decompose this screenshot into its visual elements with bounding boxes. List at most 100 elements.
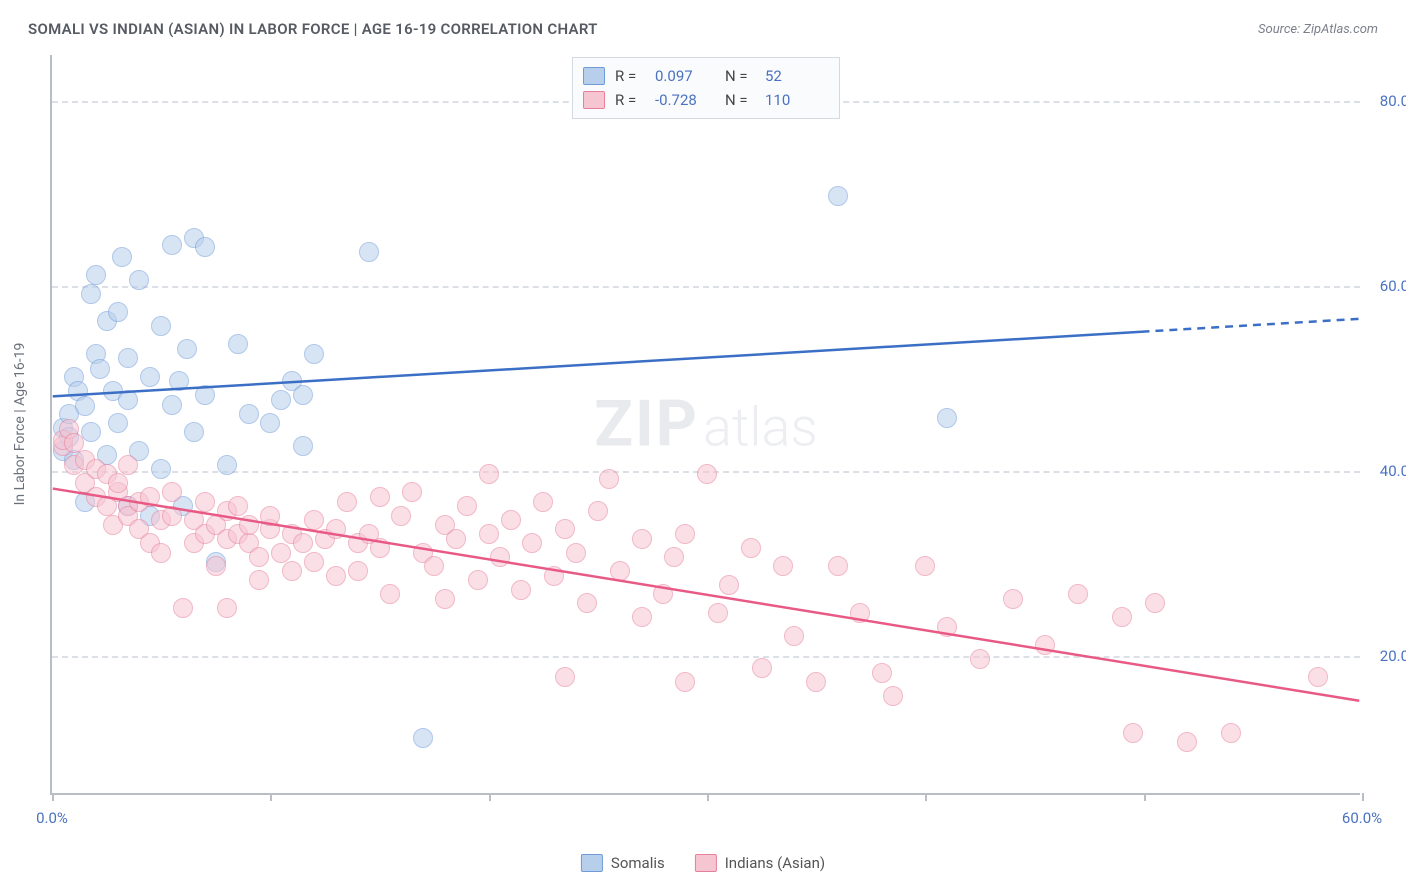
data-point: [588, 501, 608, 521]
data-point: [260, 506, 280, 526]
data-point: [337, 492, 357, 512]
y-tick-label: 20.0%: [1380, 647, 1406, 665]
r-label: R =: [615, 88, 645, 112]
data-point: [293, 385, 313, 405]
data-point: [1145, 593, 1165, 613]
correlation-row: R = -0.728 N = 110: [583, 88, 825, 112]
data-point: [468, 570, 488, 590]
data-point: [112, 247, 132, 267]
data-point: [1035, 635, 1055, 655]
x-tick-label: 60.0%: [1342, 809, 1382, 827]
n-label: N =: [725, 88, 755, 112]
data-point: [1177, 732, 1197, 752]
data-point: [413, 728, 433, 748]
data-point: [304, 510, 324, 530]
data-point: [162, 482, 182, 502]
data-point: [217, 455, 237, 475]
data-point: [752, 658, 772, 678]
data-point: [162, 395, 182, 415]
data-point: [151, 543, 171, 563]
data-point: [282, 561, 302, 581]
data-point: [86, 265, 106, 285]
data-point: [370, 487, 390, 507]
data-point: [719, 575, 739, 595]
data-point: [479, 464, 499, 484]
data-point: [828, 556, 848, 576]
x-tick: [1144, 793, 1146, 801]
data-point: [90, 359, 110, 379]
data-point: [501, 510, 521, 530]
data-point: [675, 524, 695, 544]
legend-label: Indians (Asian): [725, 854, 825, 872]
data-point: [784, 626, 804, 646]
data-point: [937, 408, 957, 428]
data-point: [632, 607, 652, 627]
data-point: [217, 598, 237, 618]
data-point: [140, 487, 160, 507]
data-point: [741, 538, 761, 558]
data-point: [1003, 589, 1023, 609]
data-point: [108, 413, 128, 433]
legend-swatch: [695, 854, 717, 872]
data-point: [1221, 723, 1241, 743]
data-point: [806, 672, 826, 692]
data-point: [828, 186, 848, 206]
data-point: [293, 533, 313, 553]
data-point: [206, 556, 226, 576]
data-point: [555, 519, 575, 539]
data-point: [653, 584, 673, 604]
data-point: [271, 543, 291, 563]
data-point: [479, 524, 499, 544]
data-point: [391, 506, 411, 526]
plot-area: In Labor Force | Age 16-19 ZIP atlas R =…: [50, 55, 1360, 795]
n-value: 52: [765, 64, 825, 88]
legend-swatch: [583, 91, 605, 109]
y-tick-label: 40.0%: [1380, 462, 1406, 480]
data-point: [195, 385, 215, 405]
data-point: [326, 566, 346, 586]
data-point: [271, 390, 291, 410]
data-point: [664, 547, 684, 567]
gridline: [52, 656, 1360, 658]
x-tick: [489, 793, 491, 801]
data-point: [75, 396, 95, 416]
data-point: [162, 506, 182, 526]
data-point: [239, 404, 259, 424]
n-label: N =: [725, 64, 755, 88]
y-tick-label: 60.0%: [1380, 277, 1406, 295]
data-point: [239, 515, 259, 535]
watermark: ZIP atlas: [594, 387, 818, 462]
data-point: [118, 390, 138, 410]
data-point: [162, 235, 182, 255]
data-point: [937, 617, 957, 637]
x-tick: [1362, 793, 1364, 801]
legend-item: Indians (Asian): [695, 854, 825, 872]
data-point: [599, 469, 619, 489]
x-tick-label: 0.0%: [36, 809, 68, 827]
data-point: [370, 538, 390, 558]
n-value: 110: [765, 88, 825, 112]
data-point: [1068, 584, 1088, 604]
x-tick: [52, 793, 54, 801]
data-point: [169, 371, 189, 391]
source-label: Source: ZipAtlas.com: [1258, 22, 1378, 37]
data-point: [249, 547, 269, 567]
data-point: [566, 543, 586, 563]
data-point: [970, 649, 990, 669]
correlation-legend: R =0.097N =52R =-0.728N =110: [572, 57, 840, 119]
r-value: -0.728: [655, 88, 715, 112]
data-point: [228, 334, 248, 354]
data-point: [118, 348, 138, 368]
data-point: [402, 482, 422, 502]
x-tick: [270, 793, 272, 801]
legend-swatch: [581, 854, 603, 872]
data-point: [490, 547, 510, 567]
data-point: [632, 529, 652, 549]
watermark-zip: ZIP: [594, 387, 699, 462]
y-axis-title: In Labor Force | Age 16-19: [12, 343, 28, 506]
data-point: [260, 413, 280, 433]
data-point: [544, 566, 564, 586]
legend-swatch: [583, 67, 605, 85]
data-point: [555, 667, 575, 687]
chart-header: SOMALI VS INDIAN (ASIAN) IN LABOR FORCE …: [0, 20, 1406, 38]
